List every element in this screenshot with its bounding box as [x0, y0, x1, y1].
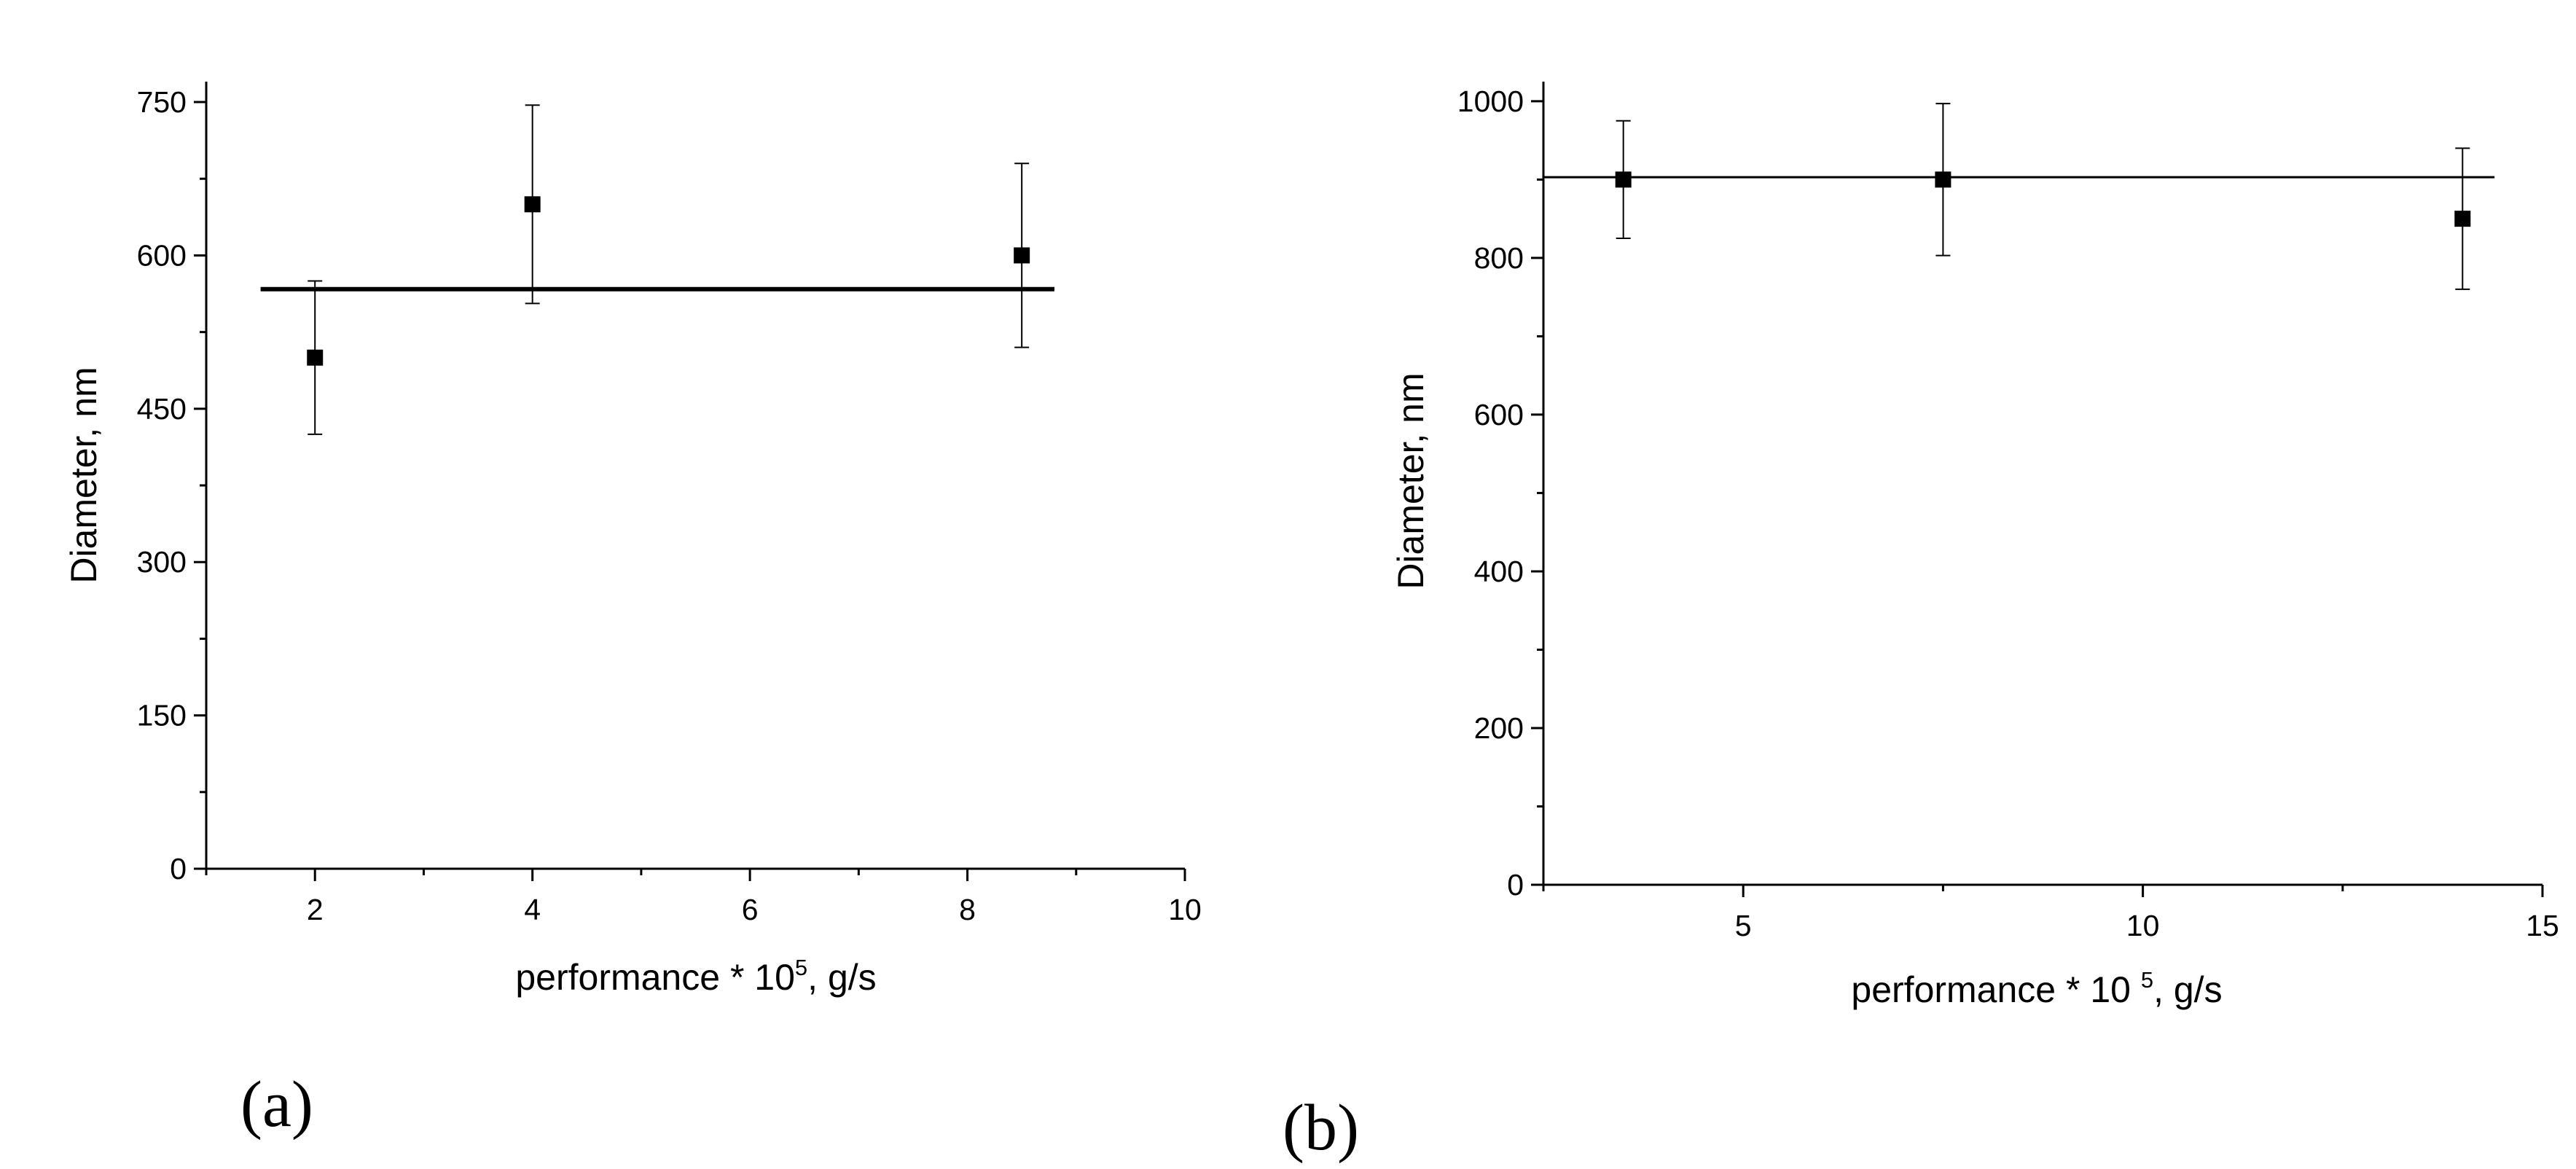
panel-a-chart: 2 4 6 8 10 0 150 300 450 600 750 performance * 105,… [63, 82, 1202, 1141]
y-tick-label: 1000 [1457, 85, 1524, 118]
x-tick-label: 8 [959, 893, 976, 926]
y-tick-label: 0 [1507, 868, 1524, 902]
panel-label: (b) [1283, 1092, 1359, 1164]
y-tick-label: 750 [137, 85, 187, 119]
x-axis-label-main: performance * 10 [515, 957, 795, 998]
y-tick-label: 800 [1474, 241, 1524, 275]
x-tick-label: 5 [1735, 909, 1752, 942]
y-tick-label: 600 [137, 238, 187, 272]
x-tick-label: 10 [1168, 893, 1202, 926]
y-axis-label: Diameter, nm [1390, 372, 1431, 589]
x-tick-label: 10 [2126, 909, 2160, 942]
x-tick-label: 4 [524, 893, 541, 926]
y-tick-label: 200 [1474, 711, 1524, 745]
x-axis-label-exponent: 5 [2141, 967, 2153, 993]
x-axis-label-main: performance * 10 [1851, 969, 2140, 1010]
y-tick-label: 400 [1474, 555, 1524, 588]
panel-b-chart: 5 10 15 0 200 400 600 800 1000 performance * 10 5… [1283, 82, 2559, 1164]
data-point [1014, 247, 1030, 264]
y-tick-label: 450 [137, 392, 187, 426]
x-axis-label-unit: , g/s [807, 957, 876, 998]
x-tick-label: 15 [2526, 909, 2559, 942]
data-point [2454, 211, 2471, 227]
y-tick-label: 600 [1474, 398, 1524, 431]
x-axis-label: performance * 105, g/s [515, 955, 876, 998]
y-tick-label: 150 [137, 699, 187, 732]
data-point [524, 196, 541, 213]
y-axis-label: Diameter, nm [63, 367, 104, 583]
x-axis-label: performance * 10 5, g/s [1851, 967, 2222, 1010]
data-point [1935, 171, 1951, 188]
y-tick-label: 0 [170, 852, 187, 885]
panel-label: (a) [240, 1068, 313, 1141]
y-tick-label: 300 [137, 545, 187, 579]
x-tick-label: 2 [307, 893, 324, 926]
x-tick-label: 6 [742, 893, 759, 926]
data-point [307, 349, 324, 366]
x-axis-label-exponent: 5 [795, 955, 807, 980]
data-point [1615, 171, 1632, 188]
x-axis-label-unit: , g/s [2153, 969, 2222, 1010]
